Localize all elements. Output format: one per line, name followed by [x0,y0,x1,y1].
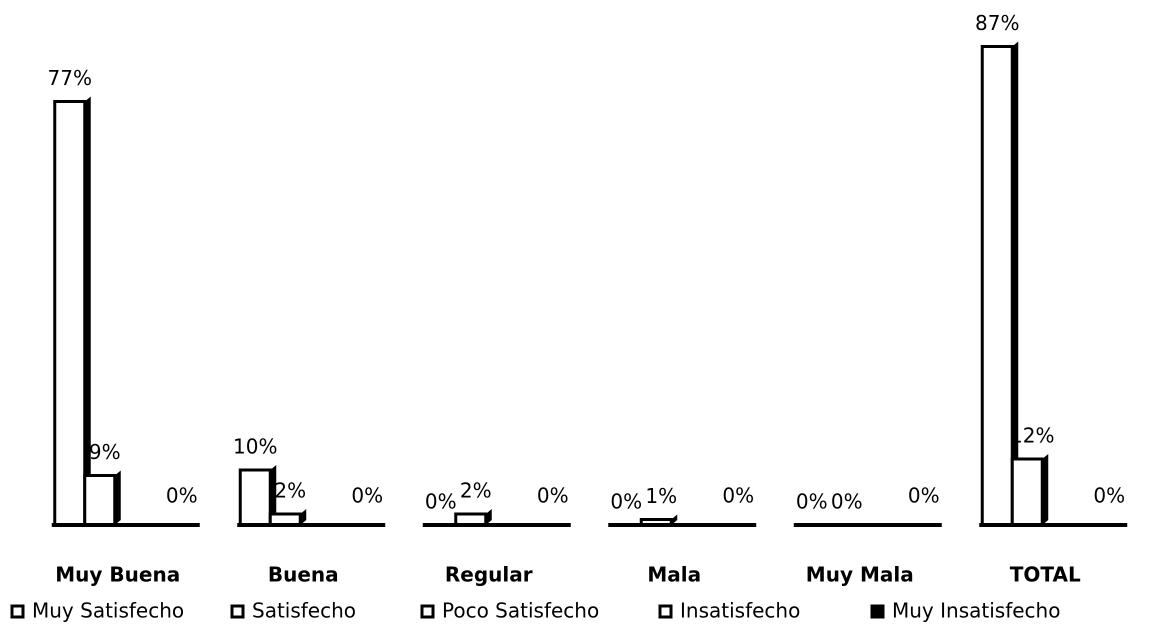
legend-swatch [658,604,673,619]
data-label: 0% [425,490,457,514]
data-label: 2% [274,479,306,503]
legend-label: Muy Satisfecho [32,599,184,623]
legend-swatch [870,604,885,619]
data-label: 0% [351,484,383,508]
data-label: 0% [610,490,642,514]
data-label: 87% [975,11,1019,35]
x-tick-label: TOTAL [1010,563,1081,587]
x-tick-label: Regular [445,563,533,587]
legend-swatch [420,604,435,619]
data-label: 1% [645,484,677,508]
legend-swatch [230,604,245,619]
bar [83,474,117,527]
data-label: 9% [89,440,121,464]
bar [238,468,272,527]
legend-label: Satisfecho [252,599,356,623]
legend-label: Poco Satisfecho [442,599,599,623]
data-label: 0% [722,484,754,508]
data-label: 2% [460,479,492,503]
x-tick-label: Muy Buena [55,563,180,587]
data-label: 77% [48,66,92,90]
x-tick-label: Buena [268,563,339,587]
data-label: 0% [908,484,940,508]
bar [1010,457,1044,527]
legend-swatch [10,604,25,619]
data-label: 12% [1010,424,1054,448]
x-tick-label: Mala [647,563,701,587]
bar [980,45,1014,527]
data-label: 0% [1093,484,1125,508]
legend-label: Insatisfecho [680,599,800,623]
data-label: 0% [166,484,198,508]
bar [53,100,87,527]
data-label: 0% [831,490,863,514]
x-tick-label: Muy Mala [806,563,914,587]
data-label: 0% [796,490,828,514]
data-label: 10% [233,435,277,459]
data-label: 0% [537,484,569,508]
legend-label: Muy Insatisfecho [892,599,1060,623]
